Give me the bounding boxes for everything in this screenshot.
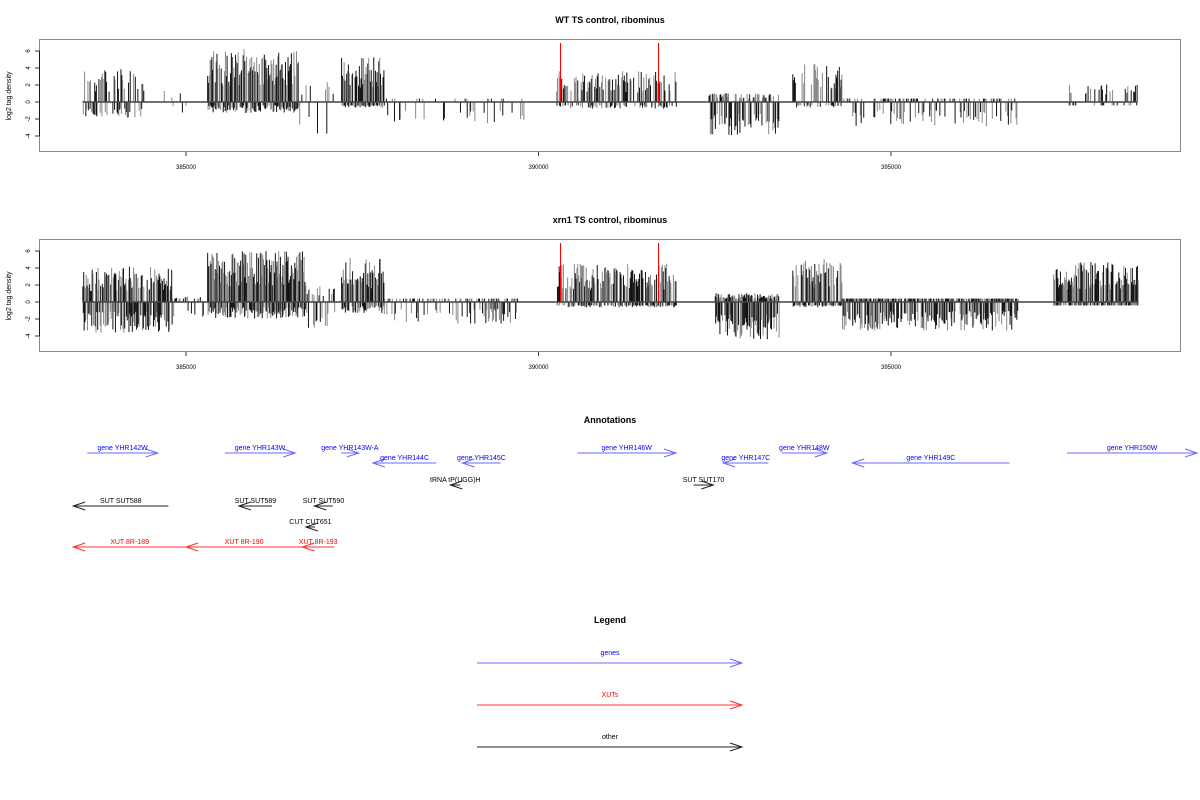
y-tick-label: 2: [26, 83, 32, 87]
y-axis: -4 -2 0 2 4 6: [26, 49, 40, 139]
panel-title-wt: WT TS control, ribominus: [555, 15, 665, 25]
annotation-arrow: [460, 458, 501, 468]
annotation-label: XUT 8R-189: [110, 539, 149, 546]
annotation-label: gene YHR148W: [779, 445, 830, 452]
y-tick-label: -4: [26, 133, 32, 139]
annotation-label: SUT SUT588: [100, 498, 142, 505]
annotation-label: gene YHR145C: [457, 455, 506, 462]
annotation-arrow: [448, 480, 463, 490]
annotation-arrow: [184, 542, 303, 552]
panel-xrn1: xrn1 TS control, ribominus log2 tag dens…: [6, 215, 1181, 371]
annotation-arrow: [71, 501, 169, 511]
coverage-bars: [82, 49, 1138, 136]
x-tick-label: 390000: [528, 365, 549, 371]
x-tick-label: 395000: [881, 365, 902, 371]
legend-title: Legend: [594, 615, 626, 625]
annotation-label: gene YHR147C: [721, 455, 770, 462]
y-tick-label: 6: [26, 49, 32, 53]
panel-wt: WT TS control, ribominus log2 tag densit…: [6, 15, 1181, 171]
annotation-label: gene YHR150W: [1107, 445, 1158, 452]
y-tick-label: 0: [26, 300, 32, 304]
marker-lines: [560, 43, 659, 102]
annotation-label: SUT SUT590: [303, 498, 345, 505]
annotation-arrow: [850, 458, 1010, 468]
annotation-label: gene YHR143W-A: [321, 445, 379, 452]
annotation-label: SUT SUT170: [683, 477, 725, 484]
marker-lines: [560, 243, 659, 302]
y-axis: -4 -2 0 2 4 6: [26, 249, 40, 339]
annotation-label: XUT 8R-193: [299, 539, 338, 546]
annotation-arrow: [577, 448, 678, 458]
annotation-label: gene YHR142W: [97, 445, 148, 452]
y-tick-label: 2: [26, 283, 32, 287]
legend-arrow-other: [477, 742, 744, 752]
annotations-title: Annotations: [584, 415, 637, 425]
x-axis: 385000 390000 395000: [176, 152, 902, 171]
annotation-arrow: [237, 501, 273, 511]
y-tick-label: 0: [26, 100, 32, 104]
y-axis-label: log2 tag density: [6, 271, 13, 321]
coverage-bars: [82, 251, 1139, 340]
x-tick-label: 385000: [176, 165, 197, 171]
y-axis-label: log2 tag density: [6, 71, 13, 121]
annotation-label: gene YHR149C: [906, 455, 955, 462]
legend-arrow-genes: [477, 658, 744, 668]
y-tick-label: 6: [26, 249, 32, 253]
annotation-arrow: [304, 522, 319, 532]
annotation-label: tRNA tP(UGG)H: [430, 477, 481, 484]
y-tick-label: -2: [26, 316, 32, 322]
annotation-arrow: [300, 542, 335, 552]
y-tick-label: -2: [26, 116, 32, 122]
x-tick-label: 390000: [528, 165, 549, 171]
annotation-arrow: [781, 448, 829, 458]
annotation-arrow: [71, 542, 186, 552]
legend: genes XUTs other: [477, 650, 744, 752]
annotation-arrow: [721, 458, 769, 468]
annotation-arrow: [371, 458, 437, 468]
annotation-label: SUT SUT589: [235, 498, 277, 505]
legend-label-other: other: [602, 734, 619, 741]
x-tick-label: 395000: [881, 165, 902, 171]
annotation-track: gene YHR142W gene YHR143W gene YHR143W-Age…: [71, 445, 1199, 552]
annotation-label: XUT 8R-190: [225, 539, 264, 546]
annotation-arrow: [87, 448, 160, 458]
annotation-arrow: [693, 480, 715, 490]
annotation-arrow: [341, 448, 361, 458]
annotation-arrow: [1067, 448, 1199, 458]
annotation-label: gene YHR146W: [601, 445, 652, 452]
x-axis: 385000 390000 395000: [176, 352, 902, 371]
annotation-label: CUT CUT651: [289, 519, 331, 526]
legend-arrow-xuts: [477, 700, 744, 710]
annotation-label: gene YHR143W: [235, 445, 286, 452]
legend-label-xuts: XUTs: [602, 692, 619, 699]
panel-title-xrn1: xrn1 TS control, ribominus: [553, 215, 668, 225]
annotation-label: gene YHR144C: [380, 455, 429, 462]
annotation-arrow: [312, 501, 333, 511]
legend-label-genes: genes: [600, 650, 620, 657]
y-tick-label: 4: [26, 66, 32, 70]
y-tick-label: 4: [26, 266, 32, 270]
annotation-arrow: [224, 448, 297, 458]
x-tick-label: 385000: [176, 365, 197, 371]
y-tick-label: -4: [26, 333, 32, 339]
